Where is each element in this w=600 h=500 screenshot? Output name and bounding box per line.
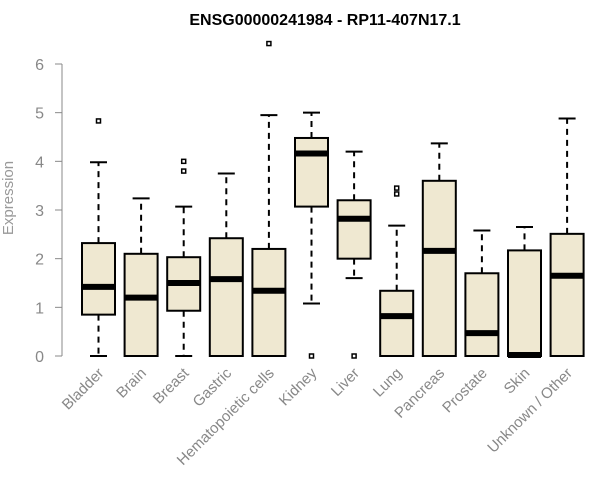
y-tick-label: 4 [35,154,44,171]
x-tick-label: Breast [150,364,193,407]
outlier-point [308,353,315,359]
outlier-point [393,191,400,197]
x-tick-label: Kidney [276,364,321,409]
iqr-box [294,136,329,208]
iqr-box [379,289,415,357]
box-lung [379,185,415,357]
x-tick-label: Prostate [439,365,491,417]
x-tick-label: Brain [113,365,150,402]
chart-title: ENSG00000241984 - RP11-407N17.1 [189,12,460,29]
iqr-box [251,247,287,357]
outlier-point [180,168,187,174]
iqr-box [421,179,457,357]
x-tick-label: Bladder [59,365,108,414]
box-pancreas [421,142,457,357]
iqr-box [81,242,116,316]
box-bladder [81,118,116,357]
box-liver [336,150,372,359]
box-hematopoietic-cells [251,40,287,357]
outlier-point [351,353,357,359]
y-axis-label: Expression [0,161,17,235]
x-tick-label: Skin [501,365,534,398]
y-axis: 0 1 2 3 4 5 6 [35,57,63,366]
outlier-point [393,185,400,191]
outlier-point [95,118,102,124]
outlier-point [180,158,187,165]
outlier-point [266,40,272,47]
iqr-box [123,252,159,357]
box-kidney [294,111,329,359]
y-tick-label: 0 [35,349,44,366]
y-tick-label: 1 [35,300,44,317]
box-brain [123,197,159,357]
iqr-box [336,199,372,260]
box-gastric [208,172,244,357]
box-prostate [464,229,500,357]
iqr-box [208,237,244,357]
box-series [81,40,585,359]
x-tick-label: Lung [370,365,406,401]
box-breast [166,158,202,357]
y-tick-label: 3 [35,203,44,220]
iqr-box [464,272,500,357]
y-tick-label: 5 [35,106,44,123]
iqr-box [549,232,585,357]
iqr-box [507,249,542,357]
box-skin [507,226,542,359]
y-tick-label: 2 [35,252,44,269]
y-tick-label: 6 [35,57,44,74]
box-unknown-other [549,117,585,357]
x-tick-label: Liver [328,365,363,400]
